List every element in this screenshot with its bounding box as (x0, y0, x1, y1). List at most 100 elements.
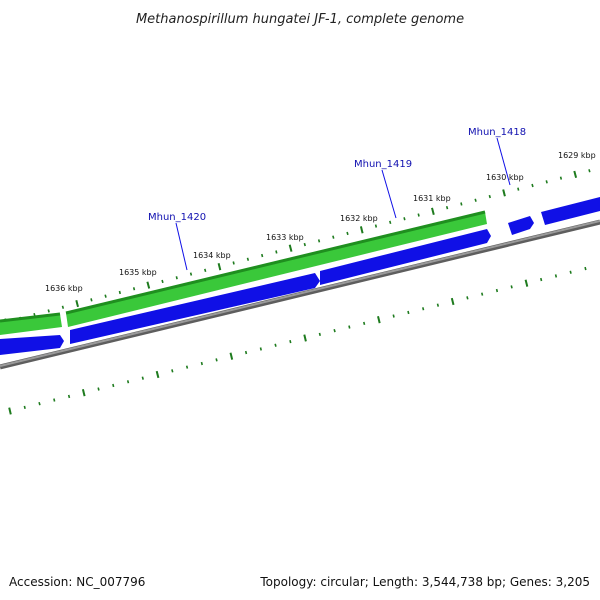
lower-ring-minor-tick (569, 270, 572, 274)
upper-ring-minor-tick (204, 268, 207, 273)
reverse-strand-track (0, 197, 600, 355)
upper-ring-minor-tick (417, 213, 420, 217)
tick-label-1636: 1636 kbp (45, 284, 83, 293)
genome-summary-text: Topology: circular; Length: 3,544,738 bp… (259, 575, 590, 589)
upper-ring-major-tick (288, 244, 293, 252)
lower-ring-minor-tick (185, 365, 189, 369)
upper-ring-major-tick (502, 189, 506, 197)
upper-tick-ring (4, 169, 591, 326)
upper-ring-minor-tick (61, 305, 65, 309)
lower-ring-major-tick (524, 279, 529, 287)
gene-arrow-mhun-1417 (541, 197, 600, 225)
lower-ring-minor-tick (407, 310, 410, 315)
tick-label-1634: 1634 kbp (193, 251, 231, 260)
lower-ring-minor-tick (436, 303, 440, 307)
lower-ring-major-tick (81, 389, 86, 397)
lower-ring-minor-tick (289, 340, 292, 344)
lower-ring-minor-tick (392, 314, 395, 318)
gene-arrow-mhun-1421 (0, 335, 64, 355)
gene-label-mhun-1418: Mhun_1418 (468, 127, 526, 138)
lower-ring-minor-tick (112, 383, 115, 388)
gene-arrow-mhun-1420 (70, 273, 320, 344)
lower-ring-minor-tick (510, 285, 513, 289)
forward-feature-main (66, 212, 487, 327)
lower-ring-minor-tick (481, 292, 484, 296)
gene-arrow-mhun-1418 (508, 216, 534, 235)
forward-feature-main-edge (65, 210, 486, 315)
gene-leader-mhun-1418 (496, 137, 511, 186)
lower-tick-ring (8, 266, 587, 415)
lower-ring-minor-tick (348, 325, 351, 329)
upper-ring-minor-tick (303, 242, 306, 247)
lower-ring-minor-tick (495, 288, 499, 293)
lower-ring-minor-tick (466, 296, 469, 300)
gene-arrow-mhun-1419 (320, 229, 491, 285)
lower-ring-major-tick (8, 407, 12, 415)
tick-label-1633: 1633 kbp (266, 233, 304, 242)
tick-label-1629: 1629 kbp (558, 151, 596, 160)
scale-labels: 1629 kbp 1630 kbp 1631 kbp 1632 kbp 1633… (45, 151, 596, 293)
upper-ring-major-tick (573, 170, 578, 179)
lower-ring-minor-tick (200, 361, 203, 366)
lower-ring-minor-tick (540, 277, 543, 282)
upper-ring-minor-tick (232, 261, 235, 265)
upper-ring-minor-tick (389, 220, 392, 225)
lower-ring-minor-tick (67, 394, 71, 399)
lower-ring-minor-tick (215, 358, 218, 362)
upper-ring-minor-tick (317, 239, 321, 243)
lower-ring-minor-tick (141, 376, 144, 380)
lower-ring-minor-tick (126, 380, 130, 384)
gene-label-mhun-1420: Mhun_1420 (148, 212, 206, 223)
lower-ring-minor-tick (23, 405, 26, 409)
lower-ring-minor-tick (53, 398, 56, 402)
upper-ring-minor-tick (161, 279, 164, 284)
genome-backbone-highlight (0, 220, 600, 367)
upper-ring-minor-tick (118, 290, 121, 295)
lower-ring-minor-tick (422, 307, 425, 311)
gene-label-mhun-1419: Mhun_1419 (354, 159, 412, 170)
upper-ring-minor-tick (132, 287, 136, 291)
upper-ring-minor-tick (275, 250, 278, 254)
lower-ring-minor-tick (38, 401, 41, 406)
upper-ring-minor-tick (531, 183, 534, 188)
tick-label-1630: 1630 kbp (486, 173, 524, 182)
upper-ring-minor-tick (261, 253, 264, 258)
forward-feature-left-edge (0, 312, 61, 323)
lower-ring-minor-tick (244, 350, 248, 355)
upper-ring-major-tick (146, 281, 151, 289)
upper-ring-minor-tick (90, 298, 93, 302)
lower-ring-minor-tick (274, 343, 277, 347)
upper-ring-minor-tick (403, 217, 406, 221)
lower-ring-major-tick (377, 316, 381, 324)
lower-ring-major-tick (303, 334, 307, 342)
gene-leader-mhun-1419 (381, 169, 397, 219)
tick-label-1631: 1631 kbp (413, 194, 451, 203)
gene-labels: Mhun_1418 Mhun_1419 Mhun_1420 (148, 127, 526, 271)
upper-ring-major-tick (217, 263, 222, 271)
upper-ring-minor-tick (47, 309, 50, 313)
lower-ring-major-tick (229, 352, 234, 360)
upper-ring-minor-tick (332, 235, 335, 239)
upper-ring-minor-tick (588, 169, 591, 173)
upper-ring-major-tick (359, 226, 364, 234)
upper-ring-minor-tick (517, 187, 520, 191)
upper-ring-minor-tick (445, 205, 449, 210)
lower-ring-major-tick (450, 297, 455, 306)
accession-text: Accession: NC_007796 (9, 575, 145, 589)
tick-label-1635: 1635 kbp (119, 268, 157, 277)
lower-ring-minor-tick (554, 274, 558, 278)
upper-ring-minor-tick (559, 176, 563, 180)
lower-ring-major-tick (155, 370, 160, 379)
upper-ring-major-tick (75, 299, 79, 308)
upper-ring-minor-tick (374, 224, 378, 228)
lower-ring-minor-tick (318, 332, 321, 336)
upper-ring-minor-tick (474, 198, 477, 202)
lower-ring-minor-tick (259, 347, 262, 351)
gene-leader-mhun-1420 (175, 222, 188, 271)
upper-ring-minor-tick (246, 257, 250, 261)
map-title: Methanospirillum hungatei JF-1, complete… (136, 12, 464, 27)
upper-ring-minor-tick (545, 180, 548, 184)
lower-ring-minor-tick (333, 328, 336, 333)
upper-ring-minor-tick (346, 231, 349, 236)
